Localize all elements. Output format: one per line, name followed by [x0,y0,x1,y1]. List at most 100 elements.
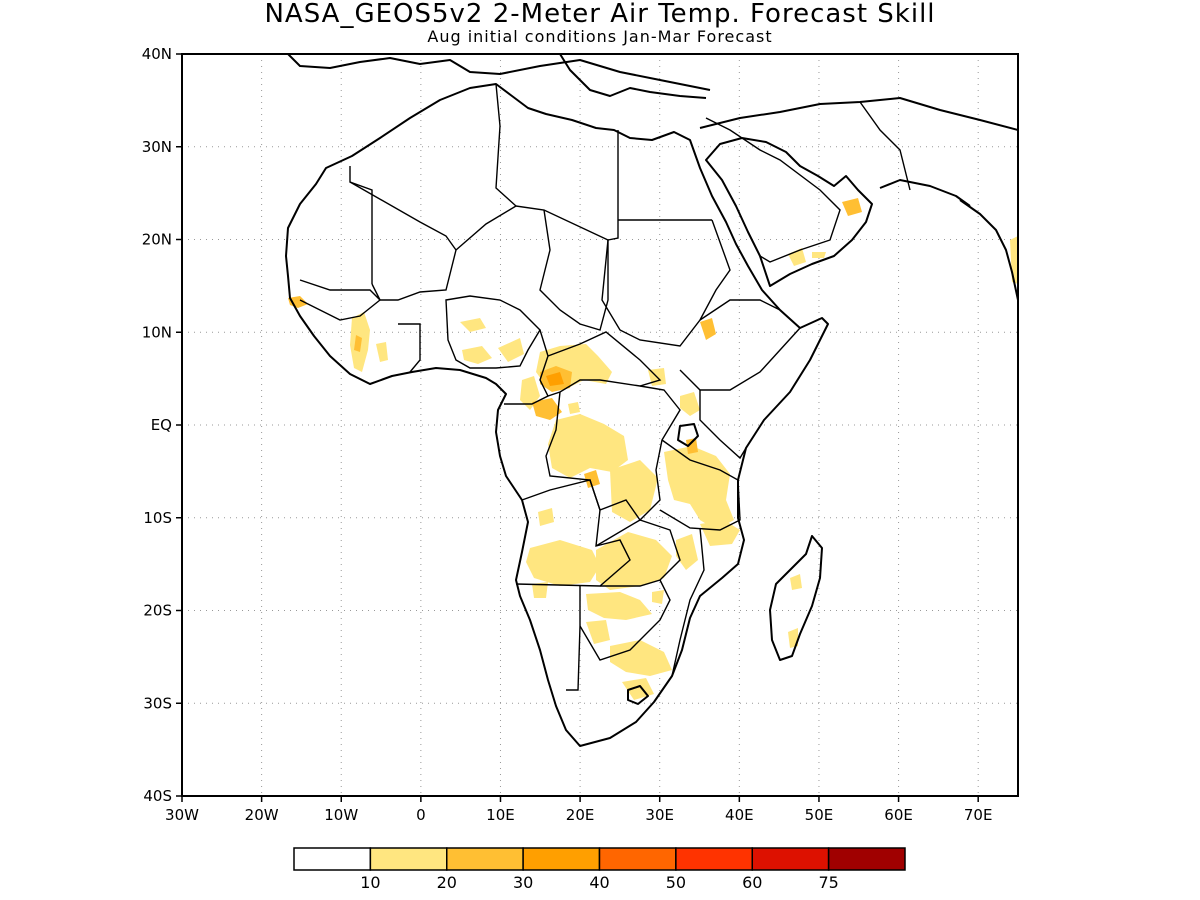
skill-patch-ivory-coast-2 [354,335,362,352]
lat-tick-label: 30N [142,138,172,156]
lon-tick-label: 30E [645,806,674,824]
skill-patch-niger-1 [460,318,486,332]
arabia-peninsula [705,137,873,287]
lat-tick-label: 10S [143,509,172,527]
madagascar-coastline [769,535,823,661]
skill-patch-drc-central [548,414,628,478]
border-tanzania [659,439,741,531]
lake-victoria [677,423,699,447]
skill-patch-south-africa-2 [622,678,654,700]
border-cameroon [504,329,549,405]
skill-patch-oman [842,198,862,216]
colorbar-swatch [751,847,830,871]
map-title: NASA_GEOS5v2 2-Meter Air Temp. Forecast … [264,0,936,29]
colorbar-label: 40 [589,873,609,892]
border-libya [495,83,517,207]
lon-tick-label: 20W [245,806,279,824]
lat-tick-label: EQ [151,416,172,434]
colorbar: 10 20 30 40 50 60 75 [293,847,906,892]
lat-tick-label: 20N [142,231,172,249]
skill-patch-drc-spot [568,402,580,414]
lon-tick-label: 50E [805,806,834,824]
colorbar-label: 60 [742,873,762,892]
skill-patch-tanzania-south [700,520,740,546]
border-mali-mauritania [299,279,381,301]
coastlines [285,54,1018,747]
border-chad [539,209,609,331]
skill-patch-ethiopia [700,318,716,340]
skill-patch-nigeria [462,346,492,364]
border-guinea [299,299,381,321]
skill-patch-botswana [586,592,652,620]
skill-patch-madagascar [790,574,802,590]
arabia-coastline [699,97,1018,131]
skill-patch-drc-south [610,460,658,522]
africa-coastline [285,83,829,747]
colorbar-swatch [446,847,524,871]
lat-tick-label: 30S [143,694,172,712]
lon-tick-label: 40E [725,806,754,824]
border-ghana [398,323,421,373]
lesotho [627,685,649,705]
border-car [547,331,662,397]
colorbar-label: 50 [666,873,686,892]
skill-patch-yemen-2 [812,252,826,258]
skill-patch-botswana-south [586,620,610,644]
border-namibia-botswana [566,586,581,691]
skill-patch-kenya [686,438,698,454]
skill-patch-malawi [676,534,698,570]
border-niger-mali [380,249,457,301]
skill-patch-zambia [596,532,672,590]
lat-tick-label: 40N [142,45,172,63]
colorbar-swatch [522,847,601,871]
lon-tick-label: 20E [566,806,595,824]
colorbar-label: 10 [360,873,380,892]
lat-tick-label: 20S [143,602,172,620]
mediterranean-north [559,54,707,99]
skill-shading [288,198,1018,700]
skill-patch-cameroon-center [546,372,564,386]
colorbar-label: 75 [818,873,838,892]
skill-patch-congo-west [532,398,562,420]
lon-tick-label: 10E [486,806,515,824]
skill-patch-angola [526,540,600,586]
border-ethiopia [679,299,801,391]
colorbar-swatch [293,847,372,871]
skill-patch-namibia [532,582,548,598]
skill-patch-zimbabwe-east [652,590,664,604]
lon-tick-label: 60E [884,806,913,824]
border-west-sahara [349,166,373,284]
border-libya-egypt [607,130,619,241]
skill-patch-nigeria-2 [498,338,524,362]
lat-tick-label: 40S [143,787,172,805]
colorbar-swatch [598,847,677,871]
colorbar-label: 20 [437,873,457,892]
skill-patch-angola-north [538,508,554,526]
colorbar-label: 30 [513,873,533,892]
colorbar-swatch [675,847,753,871]
europe-coastline [287,54,711,91]
border-zambia [595,519,681,587]
colorbar-swatch [369,847,448,871]
border-sudan [601,219,731,347]
skill-patch-madagascar-2 [788,628,798,648]
lon-tick-label: 30W [165,806,199,824]
lon-tick-label: 70E [964,806,993,824]
lat-tick-label: 10N [142,323,172,341]
border-iran [859,101,911,191]
border-botswana-sa [579,579,671,661]
skill-patch-ethiopia-2 [680,392,700,416]
border-saudi [705,117,841,263]
lon-tick-label: 0 [416,806,426,824]
colorbar-swatch [827,847,906,871]
skill-patch-east-africa [664,446,734,530]
border-mozambique [671,527,705,677]
skill-patch-south-africa [610,640,672,676]
skill-patch-drc-south-core [584,470,600,488]
india-coastline [959,199,1018,301]
country-borders [299,83,911,691]
border-nigeria [445,295,541,369]
border-algeria-mali [349,181,609,252]
